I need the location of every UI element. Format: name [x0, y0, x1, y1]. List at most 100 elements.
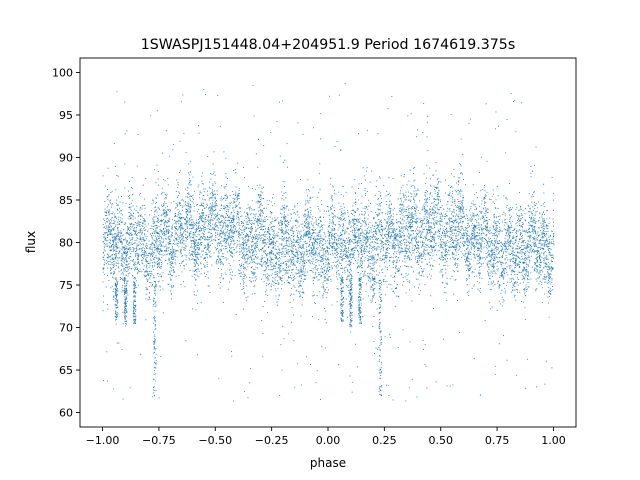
- data-point: [263, 252, 265, 254]
- data-point: [186, 221, 188, 223]
- data-point: [132, 242, 134, 244]
- data-point: [252, 237, 254, 239]
- data-point: [325, 273, 326, 274]
- data-point: [111, 236, 113, 238]
- data-point: [435, 205, 437, 207]
- data-point: [256, 240, 258, 242]
- data-point: [276, 256, 277, 258]
- data-point: [490, 270, 492, 272]
- data-point: [329, 234, 330, 236]
- data-point: [169, 258, 170, 260]
- data-point: [110, 213, 112, 214]
- data-point: [465, 227, 466, 228]
- data-point: [131, 187, 132, 188]
- data-point: [238, 219, 240, 221]
- data-point: [385, 251, 387, 253]
- data-point: [240, 234, 242, 236]
- data-point: [350, 274, 352, 276]
- data-point: [413, 167, 414, 169]
- data-point: [220, 249, 222, 251]
- data-point: [155, 182, 157, 184]
- data-point: [243, 257, 245, 259]
- data-point: [441, 275, 443, 277]
- data-point: [133, 212, 134, 214]
- data-point: [537, 256, 539, 257]
- data-point: [164, 201, 166, 203]
- data-point: [208, 246, 210, 248]
- data-point: [358, 236, 360, 238]
- data-point: [544, 242, 546, 244]
- data-point: [552, 256, 554, 258]
- data-point: [477, 260, 479, 262]
- data-point: [246, 261, 248, 263]
- data-point: [309, 239, 311, 241]
- data-point: [372, 290, 374, 292]
- data-point: [377, 281, 379, 283]
- data-point: [399, 269, 400, 271]
- data-point: [298, 272, 300, 274]
- data-point: [128, 233, 130, 235]
- data-point: [265, 267, 267, 268]
- data-point: [490, 242, 492, 243]
- data-point: [209, 245, 211, 247]
- data-point: [528, 271, 529, 273]
- data-point: [148, 286, 150, 288]
- data-point: [327, 254, 329, 256]
- data-point: [345, 253, 347, 255]
- data-point: [449, 246, 451, 248]
- data-point: [524, 279, 526, 281]
- data-point: [143, 244, 144, 246]
- data-point: [305, 209, 306, 211]
- data-point: [448, 249, 449, 251]
- data-point: [135, 264, 137, 265]
- data-point: [281, 205, 283, 207]
- data-point: [158, 233, 159, 235]
- data-point: [371, 259, 373, 261]
- data-point: [176, 256, 178, 258]
- data-point: [546, 266, 548, 268]
- data-point: [108, 226, 110, 228]
- data-point: [459, 218, 460, 220]
- data-point: [551, 243, 553, 244]
- data-point: [204, 266, 206, 268]
- data-point: [544, 244, 546, 245]
- data-point: [135, 210, 137, 212]
- data-point: [104, 226, 105, 228]
- data-point: [431, 202, 433, 204]
- data-point: [412, 185, 414, 186]
- data-point: [439, 246, 441, 248]
- data-point: [149, 282, 151, 283]
- data-point: [415, 207, 416, 209]
- data-point: [303, 274, 305, 276]
- data-point: [406, 265, 408, 267]
- data-point: [396, 236, 397, 238]
- data-point: [374, 278, 376, 280]
- data-point: [352, 248, 353, 249]
- data-point: [225, 185, 227, 187]
- data-point: [234, 193, 236, 195]
- data-point: [220, 199, 222, 201]
- data-point: [384, 257, 386, 259]
- data-point: [551, 278, 553, 280]
- data-point: [481, 189, 483, 190]
- data-point: [326, 279, 328, 281]
- data-point: [348, 254, 350, 256]
- data-point: [218, 258, 220, 260]
- data-point: [205, 245, 206, 247]
- data-point: [373, 282, 375, 284]
- data-point: [453, 253, 455, 255]
- data-point: [233, 231, 234, 233]
- data-point: [230, 251, 232, 253]
- data-point: [254, 272, 256, 273]
- data-point: [510, 232, 511, 233]
- data-point: [159, 234, 161, 236]
- data-point: [378, 230, 380, 232]
- data-point: [125, 266, 127, 268]
- data-point: [386, 267, 388, 269]
- data-point: [463, 179, 464, 180]
- data-point: [404, 255, 406, 257]
- data-point: [474, 194, 476, 196]
- data-point: [448, 246, 450, 248]
- data-point: [300, 269, 302, 271]
- data-point: [159, 267, 161, 268]
